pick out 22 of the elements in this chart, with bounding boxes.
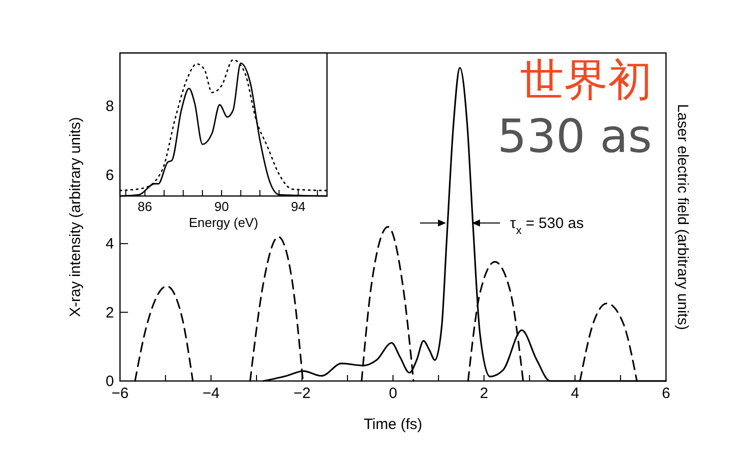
x-tick-label: 94 [291, 199, 306, 214]
x-axis-title: Energy (eV) [188, 215, 258, 230]
x-tick-label: 86 [138, 199, 152, 214]
x-tick-label: 0 [388, 385, 398, 402]
x-tick-label: 2 [480, 385, 488, 402]
annotation: 530 as [497, 109, 652, 163]
x-tick-label: −2 [293, 385, 311, 402]
y-axis-title: X-ray intensity (arbitrary units) [67, 116, 84, 318]
y-tick-label: 0 [106, 373, 114, 390]
x-tick-label: 4 [570, 385, 580, 402]
x-tick-label: −6 [111, 385, 129, 402]
x-tick-label: 90 [214, 199, 229, 214]
x-tick-label: −4 [202, 385, 220, 402]
y-tick-label: 6 [106, 166, 114, 184]
annotation: τ$_{x}$ = 530 as [510, 215, 584, 237]
y-tick-label: 8 [106, 98, 114, 116]
y-tick-label: 4 [106, 236, 114, 253]
annotation: 世界初 [520, 55, 652, 106]
x-axis-title: Time (fs) [364, 416, 422, 433]
x-tick-label: 6 [662, 385, 670, 402]
y-tick-label: 2 [106, 304, 114, 322]
y2-axis-title: Laser electric field (arbitrary units) [674, 104, 691, 330]
